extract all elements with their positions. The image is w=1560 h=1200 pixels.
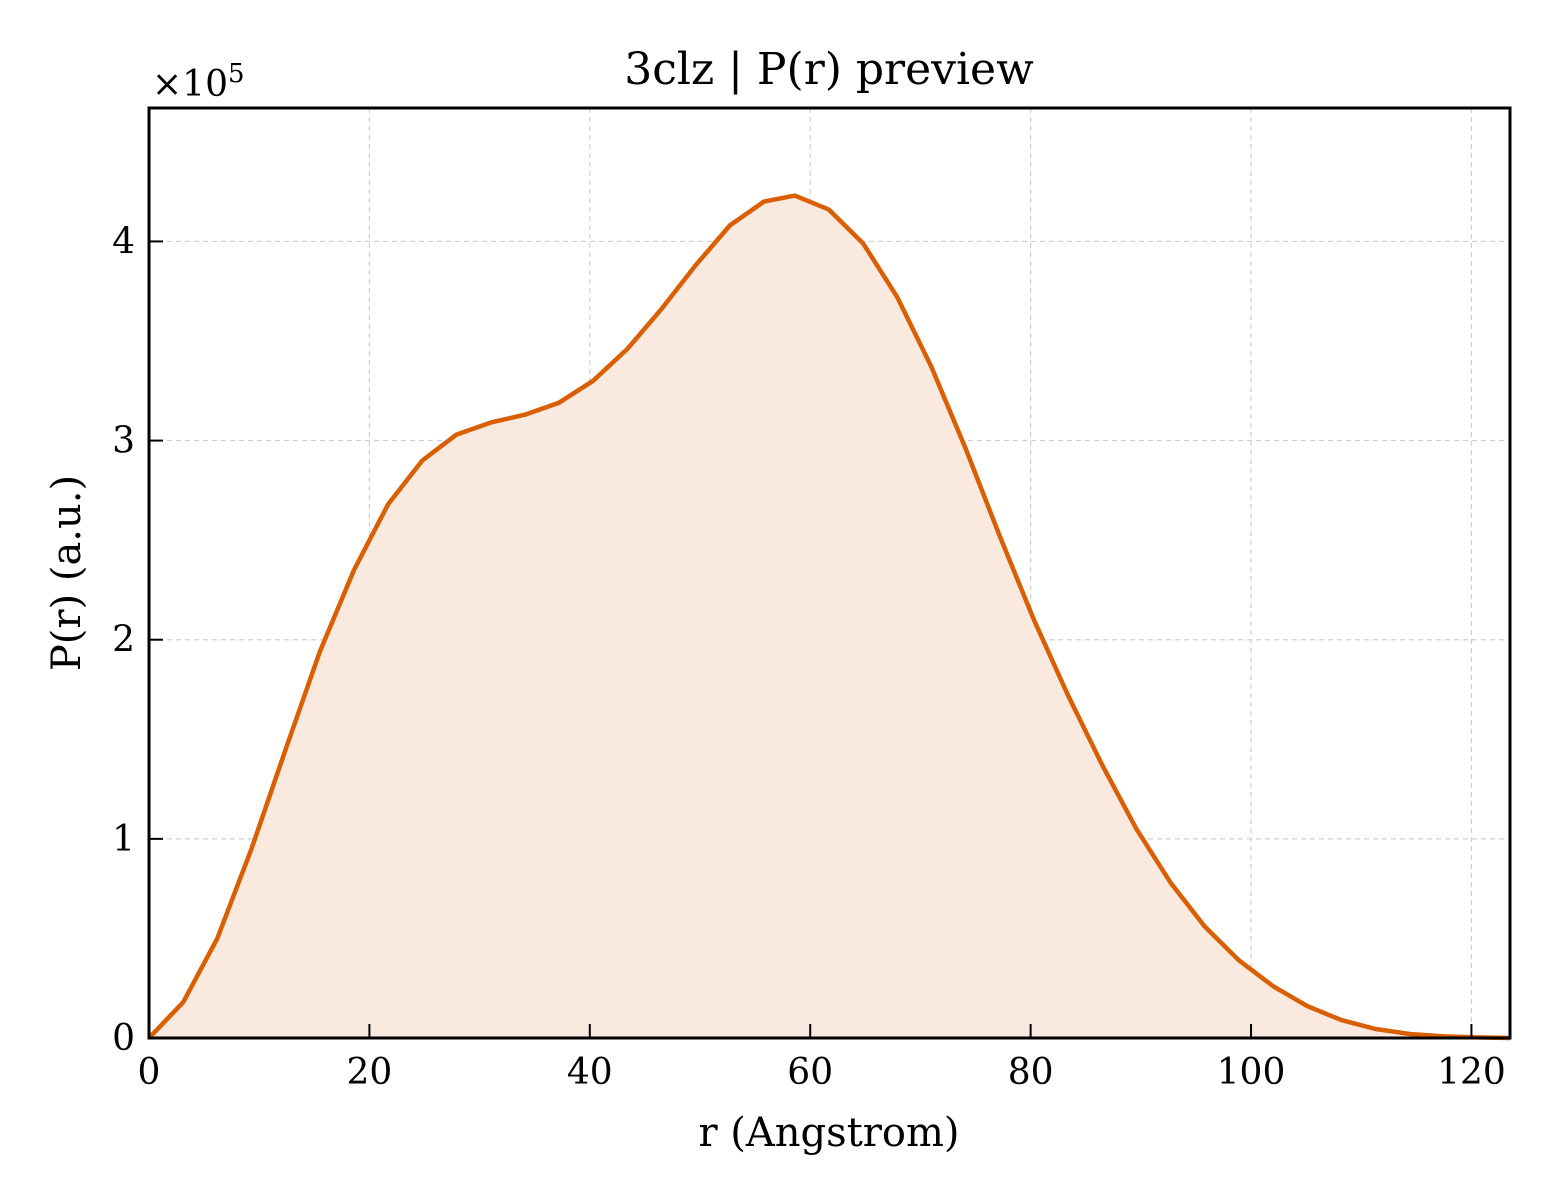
x-tick-label: 20	[346, 1052, 392, 1093]
x-tick-label: 60	[787, 1052, 833, 1093]
chart-title: 3clz | P(r) preview	[624, 44, 1034, 95]
pr-area-fill	[149, 195, 1510, 1039]
y-axis-multiplier-base: ×10	[152, 64, 228, 105]
y-tick-label: 3	[112, 421, 135, 462]
x-tick-label: 80	[1008, 1052, 1054, 1093]
x-tick-label: 0	[138, 1052, 161, 1093]
plot-frame	[147, 106, 1512, 1040]
y-tick-label: 2	[112, 620, 135, 661]
x-axis-label: r (Angstrom)	[698, 1110, 959, 1156]
x-tick-label: 120	[1437, 1052, 1506, 1093]
y-tick-label: 4	[112, 221, 135, 262]
y-axis-multiplier: ×105	[152, 59, 245, 105]
tick-layer: 0 20 40 60 80 100 120 0 1 2 3 4	[112, 221, 1506, 1093]
x-tick-label: 100	[1217, 1052, 1286, 1093]
y-tick-label: 1	[112, 819, 135, 860]
y-axis-multiplier-exponent: 5	[228, 59, 245, 89]
y-tick-label: 0	[112, 1018, 135, 1059]
x-tick-label: 40	[567, 1052, 613, 1093]
y-axis-label: P(r) (a.u.)	[44, 475, 90, 671]
